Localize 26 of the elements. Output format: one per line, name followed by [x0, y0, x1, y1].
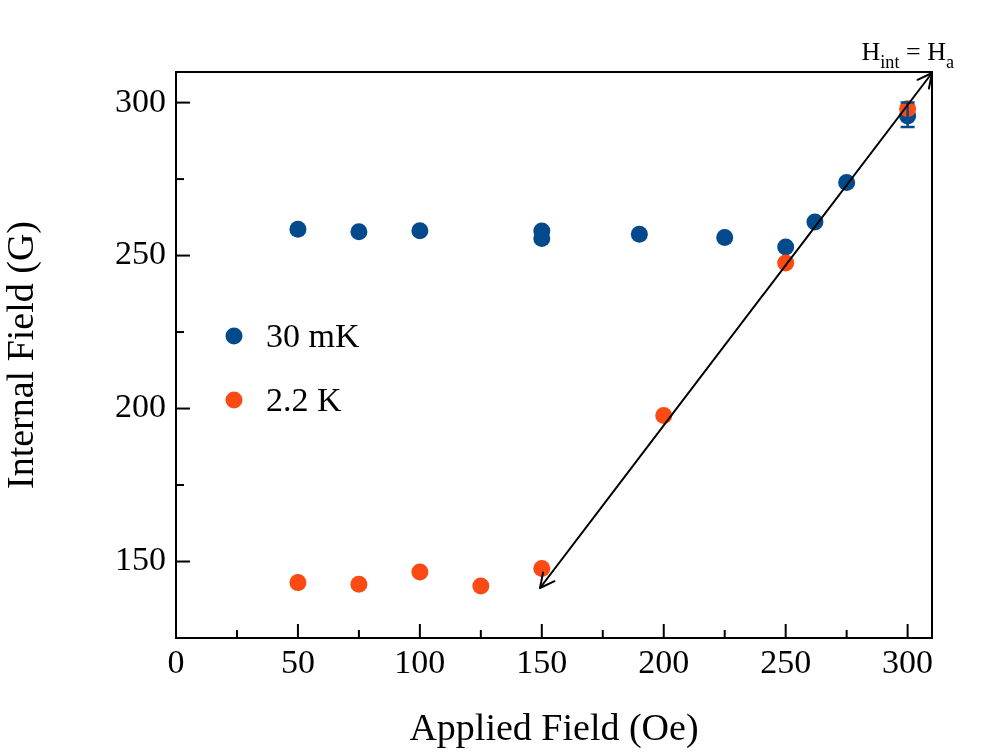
x-tick-label: 150 — [516, 643, 568, 681]
point — [411, 222, 429, 240]
point — [289, 574, 307, 592]
point — [411, 563, 429, 581]
legend-label: 2.2 K — [266, 380, 342, 418]
point — [630, 225, 648, 243]
y-tick-label: 200 — [115, 387, 166, 425]
point — [533, 560, 551, 578]
x-tick-label: 50 — [280, 643, 315, 681]
point — [777, 238, 795, 256]
x-tick-label: 250 — [760, 643, 812, 681]
x-axis-title: Applied Field (Oe) — [409, 706, 699, 750]
y-axis-title: Internal Field (G) — [0, 220, 42, 490]
point — [350, 575, 368, 593]
legend-label: 30 mK — [266, 316, 360, 354]
x-tick-label: 300 — [882, 643, 934, 681]
point — [350, 223, 368, 241]
y-tick-label: 250 — [115, 234, 166, 272]
y-tick-label: 150 — [115, 540, 166, 578]
x-tick-label: 100 — [394, 643, 446, 681]
y-tick-label: 300 — [115, 81, 166, 119]
x-tick-label: 0 — [167, 643, 185, 681]
point — [472, 577, 490, 595]
point — [716, 229, 734, 247]
x-tick-label: 200 — [638, 643, 690, 681]
point — [289, 220, 307, 238]
